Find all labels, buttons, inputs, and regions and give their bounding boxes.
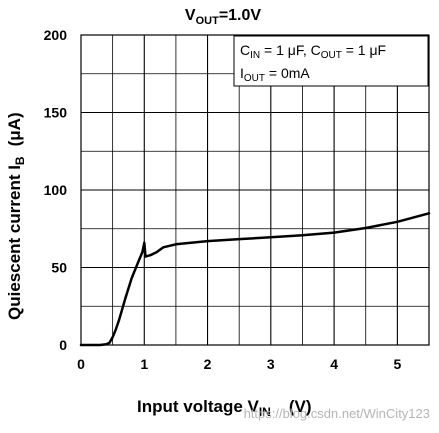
x-tick-label: 4 (330, 356, 338, 372)
y-tick-labels: 0 50 100 150 200 (44, 27, 68, 353)
x-axis-label: Input voltage VIN (V) (137, 397, 312, 419)
grid (81, 35, 429, 345)
annotation-box (233, 35, 429, 87)
x-tick-label: 3 (267, 356, 275, 372)
x-tick-labels: 0 1 2 3 4 5 (77, 356, 401, 372)
annotation-line-1: CIN = 1 μF, COUT = 1 μF (240, 42, 386, 61)
watermark-text: https://blog.csdn.net/WinCity123 (244, 406, 430, 421)
y-tick-label: 50 (51, 260, 67, 276)
y-tick-label: 0 (59, 337, 67, 353)
y-axis-label: Quiescent current IB(μA) (5, 112, 27, 320)
legend-box: CIN = 1 μF, COUT = 1 μF IOUT = 0mA (233, 35, 429, 87)
series-line (79, 212, 431, 347)
x-tick-label: 5 (393, 356, 401, 372)
x-tick-label: 0 (77, 356, 85, 372)
x-tick-label: 1 (140, 356, 148, 372)
annotation-line-2: IOUT = 0mA (240, 65, 310, 84)
y-tick-label: 150 (44, 105, 68, 121)
y-tick-label: 100 (44, 182, 68, 198)
chart-title: VOUT=1.0V (185, 7, 261, 27)
y-tick-label: 200 (44, 27, 68, 43)
x-tick-label: 2 (204, 356, 212, 372)
plot-frame (80, 34, 430, 346)
